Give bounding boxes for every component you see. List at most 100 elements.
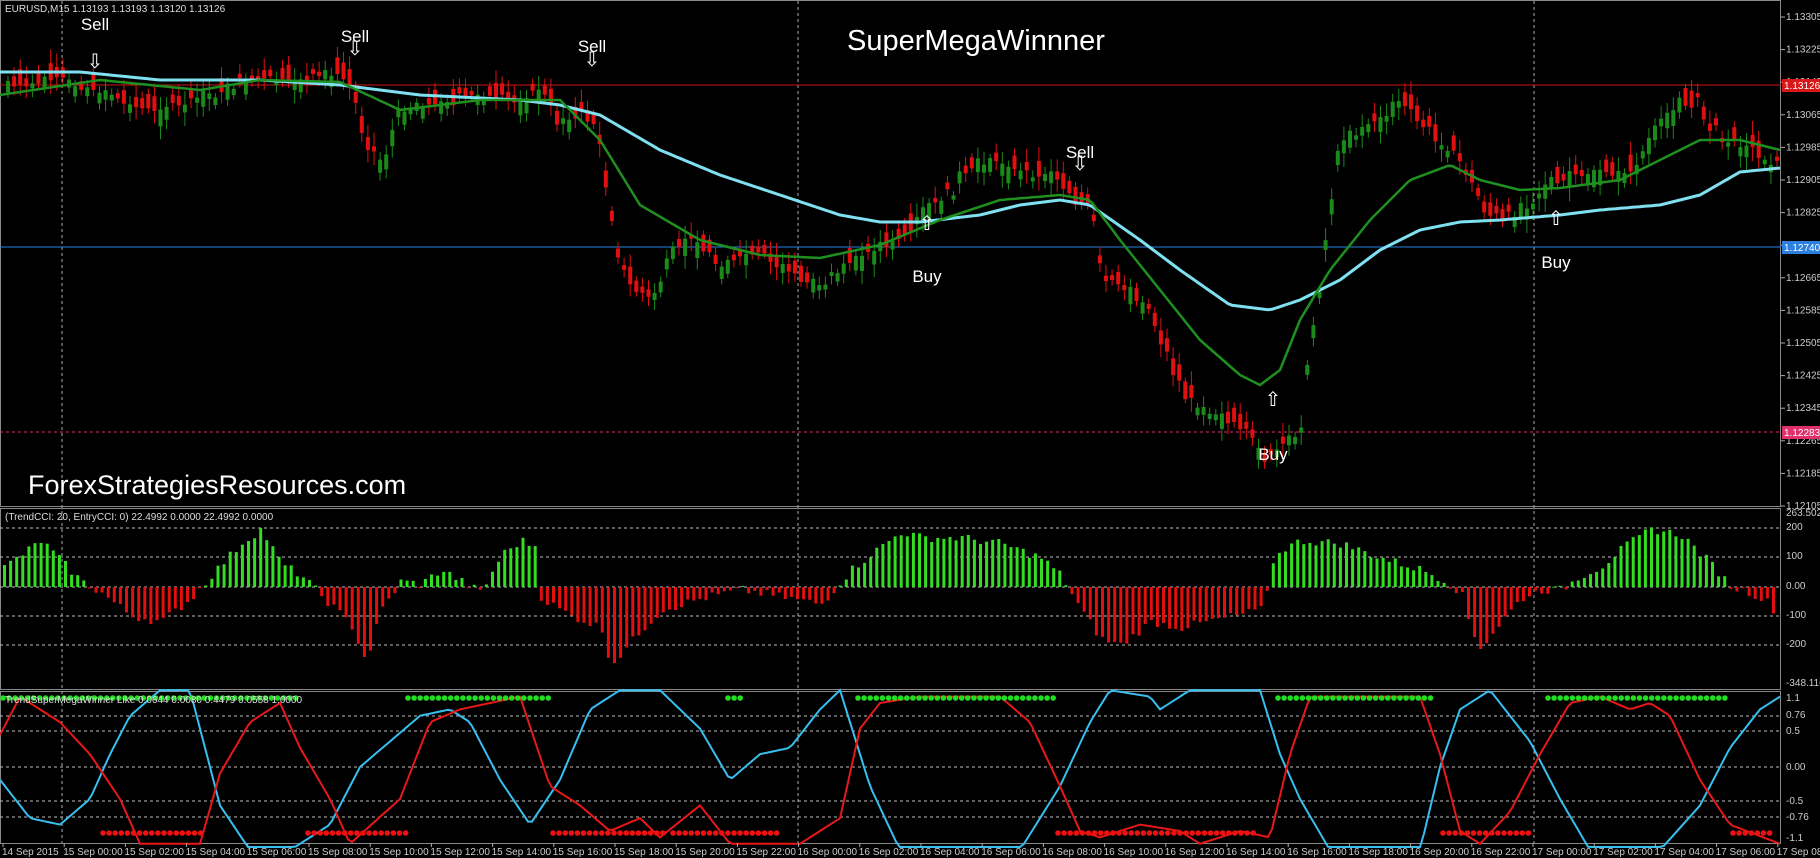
time-label: 16 Sep 14:00	[1226, 847, 1286, 858]
cci-bar	[680, 587, 684, 608]
cci-bar	[1076, 587, 1080, 604]
candle-body	[695, 242, 700, 259]
candle-body	[359, 116, 364, 133]
tsmw-red-dot	[1440, 830, 1446, 836]
cci-bar	[1759, 587, 1763, 601]
tsmw-green-dot	[904, 695, 910, 701]
cci-bar	[1216, 587, 1220, 619]
tsmw-green-dot	[30, 695, 37, 701]
cci-bar	[649, 587, 653, 624]
cci-axis-label: -348.1166	[1786, 678, 1820, 689]
candle-body	[195, 97, 200, 103]
cci-bar	[558, 587, 562, 609]
cci-bar	[625, 587, 629, 648]
cci-bar	[9, 560, 13, 587]
candle-body	[1366, 124, 1371, 133]
time-label: 16 Sep 00:00	[798, 847, 858, 858]
candle-body	[1152, 312, 1157, 327]
tsmw-green-dot	[545, 695, 552, 701]
tsmw-green-dot	[91, 695, 98, 701]
candle-body	[146, 93, 151, 109]
tsmw-green-dot	[1281, 695, 1287, 701]
cci-bar	[735, 587, 738, 589]
tsmw-green-dot	[286, 695, 293, 701]
cci-bar	[875, 547, 879, 587]
tsmw-green-dot	[910, 695, 916, 701]
time-label: 17 Sep 08:00	[1777, 847, 1820, 858]
tsmw-green-dot	[1716, 695, 1722, 701]
cci-bar	[863, 562, 867, 587]
tsmw-green-dot	[484, 695, 491, 701]
candle-body	[24, 78, 29, 87]
tsmw-green-dot	[539, 695, 545, 701]
tsmw-green-dot	[1026, 695, 1032, 701]
tsmw-green-dot	[934, 695, 941, 701]
cci-bar	[704, 587, 708, 601]
cci-bar	[94, 587, 98, 593]
candle-body	[390, 129, 395, 147]
tsmw-green-dot	[861, 695, 867, 701]
tsmw-green-dot	[423, 695, 430, 701]
time-label: 16 Sep 02:00	[859, 847, 919, 858]
candle-body	[439, 101, 444, 114]
cci-bar	[1149, 587, 1153, 620]
cci-bar	[1485, 587, 1489, 644]
candlestick-series	[6, 46, 1779, 469]
cci-bar	[911, 532, 915, 587]
cci-bar	[881, 543, 885, 587]
tsmw-green-dot	[1691, 695, 1698, 701]
candle-body	[1348, 130, 1352, 148]
cci-bar	[1192, 587, 1196, 621]
cci-bar	[1473, 587, 1477, 638]
cci-bar	[1607, 563, 1611, 587]
buy-arrow-icon: ⇧	[919, 211, 936, 235]
cci-bar	[1552, 586, 1556, 588]
cci-bar	[850, 565, 854, 587]
candle-body	[1335, 150, 1340, 166]
cci-bar	[582, 587, 586, 623]
candle-body	[1695, 93, 1700, 98]
candle-body	[1104, 275, 1108, 282]
tsmw-green-dot	[737, 695, 743, 701]
tsmw-axis-label: -1.1	[1786, 833, 1804, 844]
candle-body	[353, 91, 358, 103]
candle-body	[1512, 216, 1517, 228]
tsmw-red-dot	[1519, 830, 1526, 836]
cci-bar	[1686, 538, 1690, 587]
tsmw-green-dot	[79, 695, 86, 701]
cci-bar	[39, 542, 43, 587]
tsmw-green-dot	[1642, 695, 1649, 701]
cci-bar	[1369, 557, 1373, 587]
tsmw-green-dot	[1569, 695, 1576, 701]
cci-bar	[692, 587, 696, 601]
tsmw-green-dot	[1563, 695, 1570, 701]
tsmw-green-dot	[454, 695, 460, 701]
tsmw-red-dot	[1742, 830, 1748, 836]
candle-body	[774, 255, 779, 268]
tsmw-red-dot	[341, 830, 348, 836]
tsmw-red-dot	[653, 830, 660, 836]
price-label: 1.13305	[1786, 12, 1820, 23]
cci-bar	[674, 587, 677, 610]
cci-bar	[1168, 587, 1172, 629]
candle-body	[982, 164, 986, 173]
tsmw-green-dot	[12, 695, 18, 701]
candle-body	[1256, 447, 1261, 460]
candle-body	[42, 76, 47, 88]
time-label: 16 Sep 22:00	[1471, 847, 1531, 858]
cci-bar	[1296, 539, 1300, 587]
candle-body	[1457, 153, 1462, 162]
candle-body	[921, 207, 925, 222]
tsmw-green-dot	[244, 695, 250, 701]
cci-bar	[460, 577, 464, 587]
candle-body	[652, 292, 657, 300]
candle-body	[1287, 435, 1291, 446]
tsmw-green-dot	[256, 695, 263, 701]
symbol-info: EURUSD,M15 1.13193 1.13193 1.13120 1.131…	[5, 4, 226, 15]
cci-bar	[710, 587, 714, 593]
candle-body	[1244, 421, 1249, 429]
candle-body	[884, 232, 889, 248]
candle-body	[1726, 142, 1731, 147]
cci-bar	[722, 587, 726, 592]
